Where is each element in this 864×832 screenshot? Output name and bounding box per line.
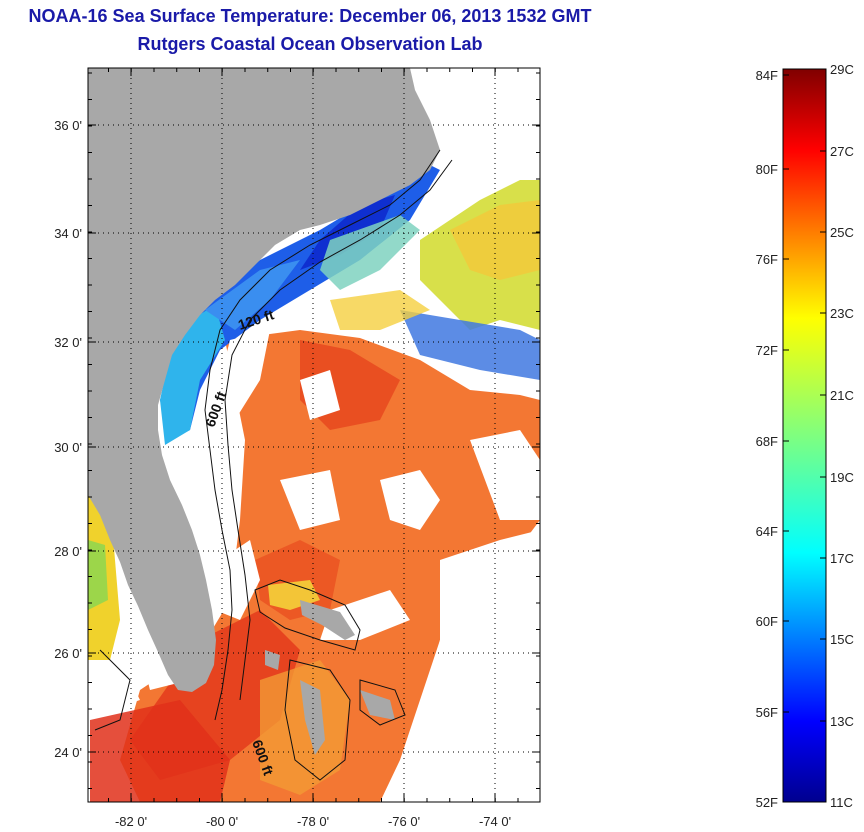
- lon-label-78: -78 0': [297, 814, 329, 829]
- f-label-80: 80F: [756, 162, 778, 177]
- chart-subtitle: Rutgers Coastal Ocean Observation Lab: [137, 34, 483, 54]
- colorbar-c-labels: 29C 27C 25C 23C 21C 19C 17C 15C 13C 11C: [830, 62, 854, 810]
- f-label-68: 68F: [756, 434, 778, 449]
- lon-label-76: -76 0': [388, 814, 420, 829]
- c-label-17: 17C: [830, 551, 854, 566]
- c-label-11: 11C: [830, 795, 853, 810]
- c-label-19: 19C: [830, 470, 854, 485]
- c-label-13: 13C: [830, 714, 854, 729]
- colorbar-f-labels: 84F 80F 76F 72F 68F 64F 60F 56F 52F: [756, 68, 778, 810]
- f-label-56: 56F: [756, 705, 778, 720]
- lat-label-30: 30 0': [54, 440, 82, 455]
- f-label-52: 52F: [756, 795, 778, 810]
- f-label-60: 60F: [756, 614, 778, 629]
- c-label-15: 15C: [830, 632, 854, 647]
- c-label-23: 23C: [830, 306, 854, 321]
- lat-label-34: 34 0': [54, 226, 82, 241]
- c-label-21: 21C: [830, 388, 854, 403]
- map-frame: [87, 67, 541, 803]
- colorbar-ticks: [783, 68, 826, 803]
- bahamas-island: [300, 600, 355, 640]
- map-ticks: [88, 68, 540, 802]
- lon-label-80: -80 0': [206, 814, 238, 829]
- lat-label-26: 26 0': [54, 646, 82, 661]
- land-mass: [88, 68, 440, 692]
- map-grid: [88, 68, 540, 802]
- map-plot-area: [88, 68, 540, 802]
- lon-label-82: -82 0': [115, 814, 147, 829]
- lat-label-28: 28 0': [54, 544, 82, 559]
- lat-label-36: 36 0': [54, 118, 82, 133]
- lat-labels: 36 0' 34 0' 32 0' 30 0' 28 0' 26 0' 24 0…: [54, 118, 82, 760]
- c-label-25: 25C: [830, 225, 854, 240]
- colorbar-gradient: [782, 68, 827, 803]
- c-label-27: 27C: [830, 144, 854, 159]
- chart-title: NOAA-16 Sea Surface Temperature: Decembe…: [28, 6, 592, 26]
- f-label-84: 84F: [756, 68, 778, 83]
- f-label-64: 64F: [756, 524, 778, 539]
- lat-label-24: 24 0': [54, 745, 82, 760]
- f-label-72: 72F: [756, 343, 778, 358]
- lon-label-74: -74 0': [479, 814, 511, 829]
- f-label-76: 76F: [756, 252, 778, 267]
- lon-labels: -82 0' -80 0' -78 0' -76 0' -74 0': [115, 814, 511, 829]
- isobath-contours: [94, 149, 453, 781]
- c-label-29: 29C: [830, 62, 854, 77]
- lat-label-32: 32 0': [54, 335, 82, 350]
